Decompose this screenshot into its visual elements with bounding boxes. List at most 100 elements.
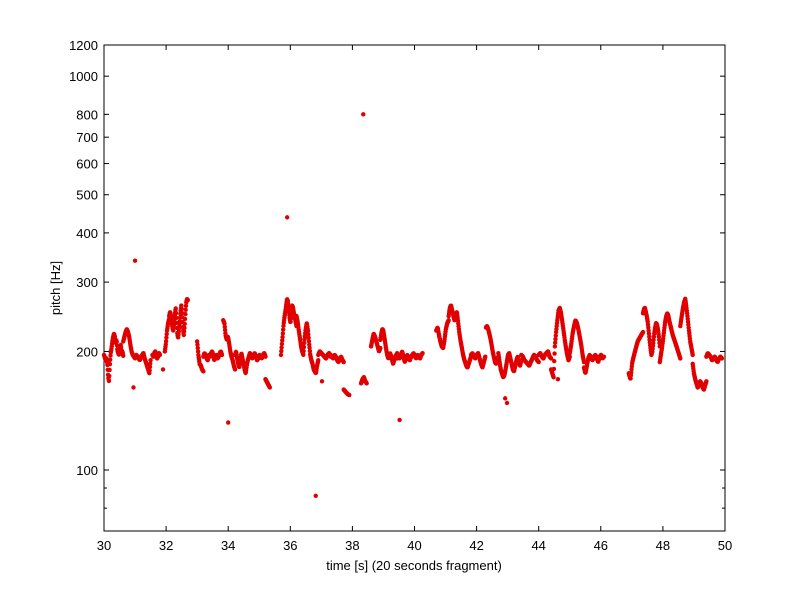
data-point	[305, 328, 311, 334]
data-point	[640, 329, 646, 335]
data-point	[319, 379, 325, 384]
data-point	[182, 321, 187, 327]
x-tick-label: 42	[469, 538, 483, 553]
data-point	[106, 378, 112, 384]
data-point	[107, 373, 112, 379]
data-point	[647, 334, 652, 339]
data-point	[183, 311, 188, 317]
x-tick-label: 38	[345, 538, 359, 553]
data-point	[279, 345, 284, 350]
data-point	[420, 350, 425, 356]
data-point	[195, 345, 200, 351]
data-point	[232, 367, 238, 372]
x-tick-label: 36	[283, 538, 297, 553]
data-point	[581, 359, 587, 365]
data-point	[341, 359, 346, 365]
data-point	[181, 332, 186, 338]
data-point	[222, 327, 228, 333]
data-point	[555, 377, 561, 382]
data-point	[279, 341, 285, 347]
data-point	[219, 352, 225, 358]
data-point	[148, 358, 153, 363]
data-point	[182, 325, 187, 331]
x-tick-label: 44	[531, 538, 545, 553]
y-tick-label: 200	[76, 344, 98, 359]
data-point	[552, 358, 557, 364]
data-point	[114, 339, 119, 345]
data-point	[201, 369, 206, 374]
data-point	[279, 348, 284, 354]
data-point	[164, 335, 169, 340]
data-point	[181, 329, 187, 334]
data-point	[719, 356, 725, 361]
data-point	[690, 352, 695, 358]
data-point	[536, 359, 541, 365]
data-point	[364, 381, 369, 386]
data-point	[107, 367, 112, 373]
data-point	[552, 351, 557, 356]
data-point	[183, 307, 188, 313]
data-point	[397, 417, 402, 423]
data-points	[101, 112, 725, 498]
data-point	[179, 306, 184, 311]
data-point	[651, 337, 656, 343]
x-tick-label: 34	[221, 538, 235, 553]
y-tick-label: 100	[76, 463, 98, 478]
data-point	[306, 335, 311, 340]
data-point	[302, 340, 307, 346]
data-point	[504, 400, 510, 406]
data-point	[121, 353, 126, 358]
data-point	[552, 340, 558, 345]
data-point	[280, 327, 286, 332]
data-point	[280, 338, 285, 343]
data-point	[704, 379, 709, 384]
data-point	[502, 396, 508, 401]
data-point	[307, 342, 312, 347]
data-point	[284, 215, 290, 220]
data-point	[567, 354, 572, 359]
x-tick-label: 46	[594, 538, 608, 553]
axis-ticks: 30 32 34 36 38 40 42 44 46 48 50 100 200 300 400 500 600…	[69, 38, 732, 553]
data-point	[280, 331, 286, 336]
data-point	[280, 334, 285, 340]
y-tick-label: 1200	[69, 38, 98, 53]
data-point	[195, 349, 201, 354]
data-point	[195, 342, 200, 347]
data-point	[278, 352, 284, 358]
data-point	[551, 375, 556, 380]
data-point	[185, 297, 191, 303]
x-tick-label: 32	[159, 538, 173, 553]
y-tick-label: 800	[76, 107, 98, 122]
data-point	[313, 493, 318, 498]
data-point	[316, 358, 321, 363]
data-point	[160, 367, 166, 372]
data-point	[307, 345, 312, 350]
data-point	[601, 354, 607, 359]
data-point	[263, 354, 268, 359]
data-point	[179, 310, 185, 316]
data-point	[301, 344, 307, 350]
x-tick-label: 48	[656, 538, 670, 553]
data-point	[306, 339, 312, 344]
data-point	[182, 316, 188, 322]
data-point	[114, 343, 120, 348]
data-point	[108, 357, 113, 363]
data-point	[307, 348, 313, 354]
data-point	[173, 306, 178, 311]
y-tick-label: 500	[76, 188, 98, 203]
data-point	[176, 325, 182, 331]
data-point	[301, 352, 306, 357]
data-point	[163, 339, 169, 344]
data-point	[226, 420, 231, 425]
data-point	[553, 333, 558, 338]
y-tick-label: 600	[76, 157, 98, 172]
data-point	[148, 361, 153, 366]
axes-box	[103, 44, 726, 532]
data-point	[446, 318, 451, 323]
data-point	[177, 322, 182, 327]
data-point	[361, 112, 366, 117]
data-point	[107, 362, 113, 367]
data-point	[183, 303, 189, 308]
y-axis-label: pitch [Hz]	[48, 261, 63, 315]
